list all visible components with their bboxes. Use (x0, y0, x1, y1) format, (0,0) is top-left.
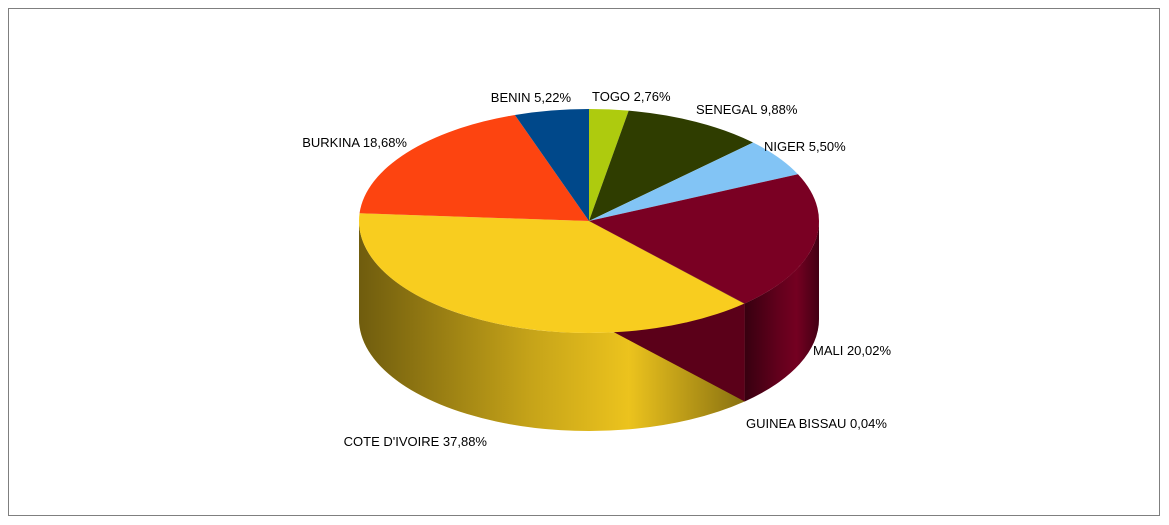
slice-benin (514, 109, 589, 221)
slice-label-burkina: BURKINA 18,68% (302, 135, 407, 150)
slice-label-mali: MALI 20,02% (813, 343, 891, 358)
slice-burkina (359, 114, 589, 221)
slice-label-senegal: SENEGAL 9,88% (696, 102, 798, 117)
slice-togo (589, 109, 629, 221)
slice-cote-d-ivoire (359, 213, 745, 333)
slice-niger (589, 142, 798, 221)
chart-frame: TOGO 2,76% SENEGAL 9,88% NIGER 5,50% MALI 2… (8, 8, 1160, 516)
pie-chart: TOGO 2,76% SENEGAL 9,88% NIGER 5,50% MALI 2… (302, 89, 891, 449)
slice-label-cote-d-ivoire: COTE D'IVOIRE 37,88% (344, 434, 488, 449)
slice-label-niger: NIGER 5,50% (764, 139, 846, 154)
slice-side-shade (744, 221, 819, 402)
slice-label-togo: TOGO 2,76% (592, 89, 671, 104)
pie-labels: TOGO 2,76% SENEGAL 9,88% NIGER 5,50% MALI 2… (302, 89, 891, 449)
slice-mali (589, 174, 819, 304)
pie-tops (359, 109, 819, 333)
slice-label-benin: BENIN 5,22% (491, 90, 572, 105)
slice-label-guinea-bissau: GUINEA BISSAU 0,04% (746, 416, 887, 431)
slice-guinea-bissau (589, 221, 745, 304)
slice-side-shade (359, 221, 745, 431)
slice-senegal (589, 110, 754, 221)
